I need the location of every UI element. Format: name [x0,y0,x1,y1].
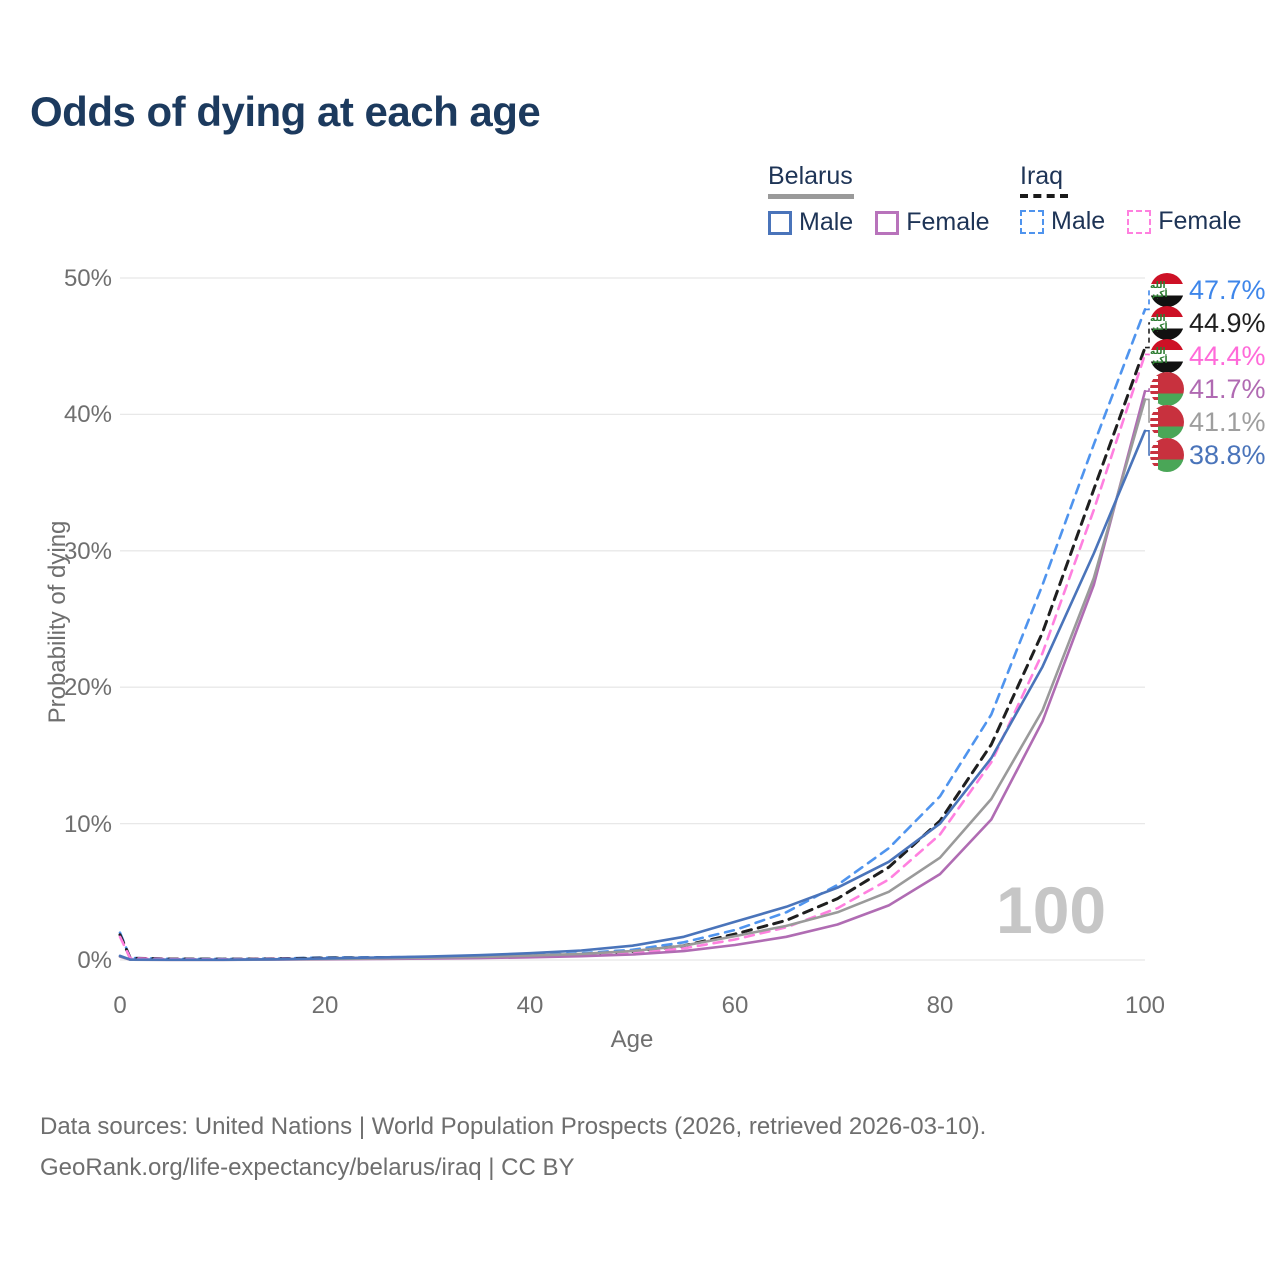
series-line-iraq-female [118,353,1147,961]
y-tick-label: 10% [63,810,112,838]
x-tick-label: 60 [721,992,749,1019]
legend-entry-iraq-female: Female [1127,207,1242,236]
belarus-female-swatch-icon [875,210,900,235]
legend-entry-belarus-male: Male [768,208,853,237]
y-tick-label: 20% [63,674,112,702]
watermark-age-100: 100 [996,873,1107,947]
legend-entry-label: Male [799,208,854,236]
x-tick-label: 40 [516,992,544,1019]
iraq-flag-script: الله أكبر [1150,279,1168,299]
x-tick-label: 0 [113,992,127,1019]
end-label-value: 41.1% [1189,406,1266,437]
belarus-solid-line-swatch [768,194,854,199]
end-label-row-iraq-male: الله أكبر 47.7% [1150,272,1266,308]
belarus-flag-bands [1158,405,1184,439]
series-line-belarus-male [118,429,1147,961]
chart-footer: Data sources: United Nations | World Pop… [40,1106,986,1188]
belarus-flag-ornament [1150,438,1159,472]
belarus-male-swatch-icon [768,210,792,235]
end-label-row-belarus-both-sexes: 41.1% [1150,404,1266,440]
end-label-value: 41.7% [1189,373,1266,404]
belarus-flag-icon [1150,438,1184,472]
belarus-flag-ornament [1150,405,1159,439]
legend: Belarus Male Female Iraq Male [0,162,1280,242]
legend-entry-belarus-female: Female [875,208,990,237]
iraq-flag-icon: الله أكبر [1150,273,1184,307]
series-line-iraq-male [118,308,1147,961]
belarus-flag-icon [1150,405,1184,439]
footer-attribution: GeoRank.org/life-expectancy/belarus/iraq… [40,1154,575,1181]
iraq-dashed-line-swatch [1020,194,1068,198]
y-tick-label: 0% [77,947,112,974]
series-line-iraq-both-sexes [118,346,1147,961]
page-title: Odds of dying at each age [30,88,541,135]
x-tick-label: 20 [311,992,339,1019]
legend-group-iraq: Iraq Male Female [1020,162,1242,236]
belarus-flag-bands [1158,372,1184,406]
iraq-flag-script: الله أكبر [1150,312,1168,332]
series-line-belarus-female [118,389,1147,962]
belarus-flag-icon [1150,372,1184,406]
belarus-flag-ornament [1150,372,1159,406]
end-label-row-belarus-male: 38.8% [1150,437,1266,473]
y-tick-label: 30% [63,537,112,565]
legend-entry-iraq-male: Male [1020,207,1105,236]
legend-group-belarus-label: Belarus [768,162,853,190]
legend-group-iraq-label: Iraq [1020,162,1064,190]
iraq-female-swatch-icon [1127,209,1152,234]
end-label-row-belarus-female: 41.7% [1150,371,1266,407]
legend-entry-label: Female [1158,207,1242,235]
iraq-flag-script: الله أكبر [1150,345,1168,365]
iraq-male-swatch-icon [1020,209,1044,234]
y-tick-label: 50% [63,265,112,292]
footer-data-sources: Data sources: United Nations | World Pop… [40,1113,987,1140]
end-label-row-iraq-both-sexes: الله أكبر 44.9% [1150,305,1266,341]
series-line-belarus-both-sexes [118,398,1147,962]
end-label-value: 47.7% [1189,274,1266,305]
x-axis-title: Age [610,1026,654,1053]
y-axis-title: Probability of dying [44,520,71,724]
x-tick-label: 100 [1124,992,1166,1019]
end-label-row-iraq-female: الله أكبر 44.4% [1150,338,1266,374]
y-tick-label: 40% [63,401,112,429]
legend-entry-label: Male [1051,207,1106,235]
end-label-value: 44.9% [1189,307,1266,338]
iraq-flag-icon: الله أكبر [1150,339,1184,373]
belarus-flag-bands [1158,438,1184,472]
legend-entry-label: Female [906,208,990,236]
legend-group-belarus: Belarus Male Female [768,162,990,237]
iraq-flag-icon: الله أكبر [1150,306,1184,340]
end-label-value: 38.8% [1189,439,1266,470]
end-label-value: 44.4% [1189,340,1266,371]
x-tick-label: 80 [926,992,954,1019]
